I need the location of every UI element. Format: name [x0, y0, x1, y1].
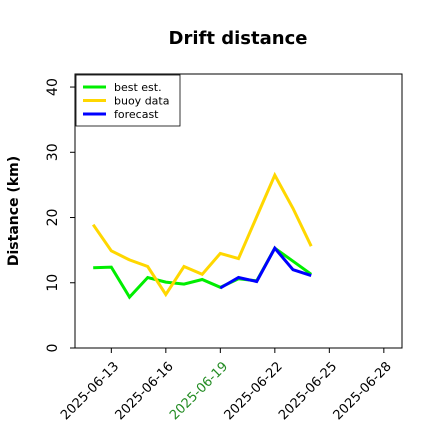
- x-axis: 2025-06-132025-06-162025-06-192025-06-22…: [58, 348, 395, 423]
- y-tick-label: 10: [45, 274, 61, 292]
- y-tick-label: 20: [45, 209, 61, 227]
- legend-label: best est.: [114, 81, 162, 94]
- series-line-buoy-data: [91, 171, 313, 298]
- y-tick-label: 40: [45, 78, 61, 96]
- series-line-forecast: [219, 245, 312, 290]
- plot-area-frame: [74, 73, 403, 349]
- y-tick-label: 30: [45, 143, 61, 161]
- series-layer: [91, 171, 313, 300]
- y-axis: 0 10 20 30 40: [45, 78, 75, 352]
- x-tick-label: 2025-06-28: [331, 359, 395, 423]
- y-axis-label: Distance (km): [6, 156, 22, 266]
- legend-label: buoy data: [114, 95, 169, 108]
- chart-title: Drift distance: [169, 28, 308, 49]
- y-tick-label: 0: [45, 344, 61, 353]
- legend-label: forecast: [114, 108, 159, 121]
